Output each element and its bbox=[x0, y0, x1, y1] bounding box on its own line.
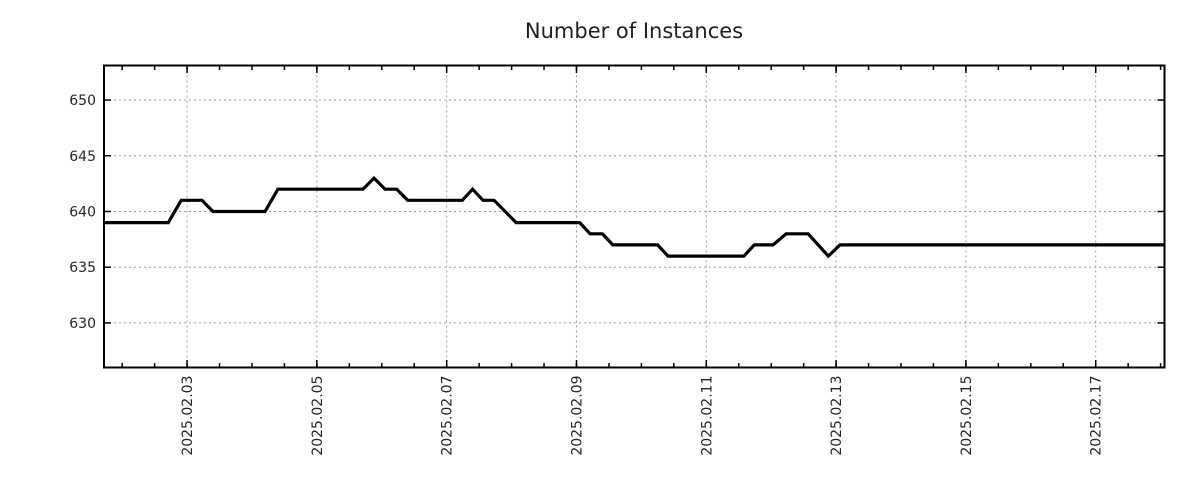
y-tick-label: 635 bbox=[69, 260, 96, 276]
label-layer: 630 635 640 645 650 2025.02.03 2025.02.05 2025.… bbox=[69, 93, 1104, 456]
x-tick-label: 2025.02.03 bbox=[180, 376, 196, 456]
x-tick-label: 2025.02.05 bbox=[310, 376, 326, 456]
x-tick-label: 2025.02.17 bbox=[1089, 376, 1105, 456]
series-line bbox=[104, 175, 1165, 259]
x-tick-label: 2025.02.09 bbox=[569, 376, 585, 456]
y-tick-label: 630 bbox=[69, 316, 96, 332]
tick-layer bbox=[104, 65, 1165, 368]
x-tick-label: 2025.02.15 bbox=[959, 376, 975, 456]
y-tick-label: 645 bbox=[69, 149, 96, 165]
grid-layer bbox=[104, 65, 1165, 368]
y-tick-label: 650 bbox=[69, 93, 96, 109]
chart-title: Number of Instances bbox=[525, 19, 743, 43]
y-tick-label: 640 bbox=[69, 204, 96, 220]
series-layer bbox=[104, 175, 1165, 259]
plot-border bbox=[103, 64, 1166, 369]
x-tick-label: 2025.02.13 bbox=[829, 376, 845, 456]
x-tick-label: 2025.02.11 bbox=[699, 376, 715, 456]
x-tick-label: 2025.02.07 bbox=[440, 376, 456, 456]
